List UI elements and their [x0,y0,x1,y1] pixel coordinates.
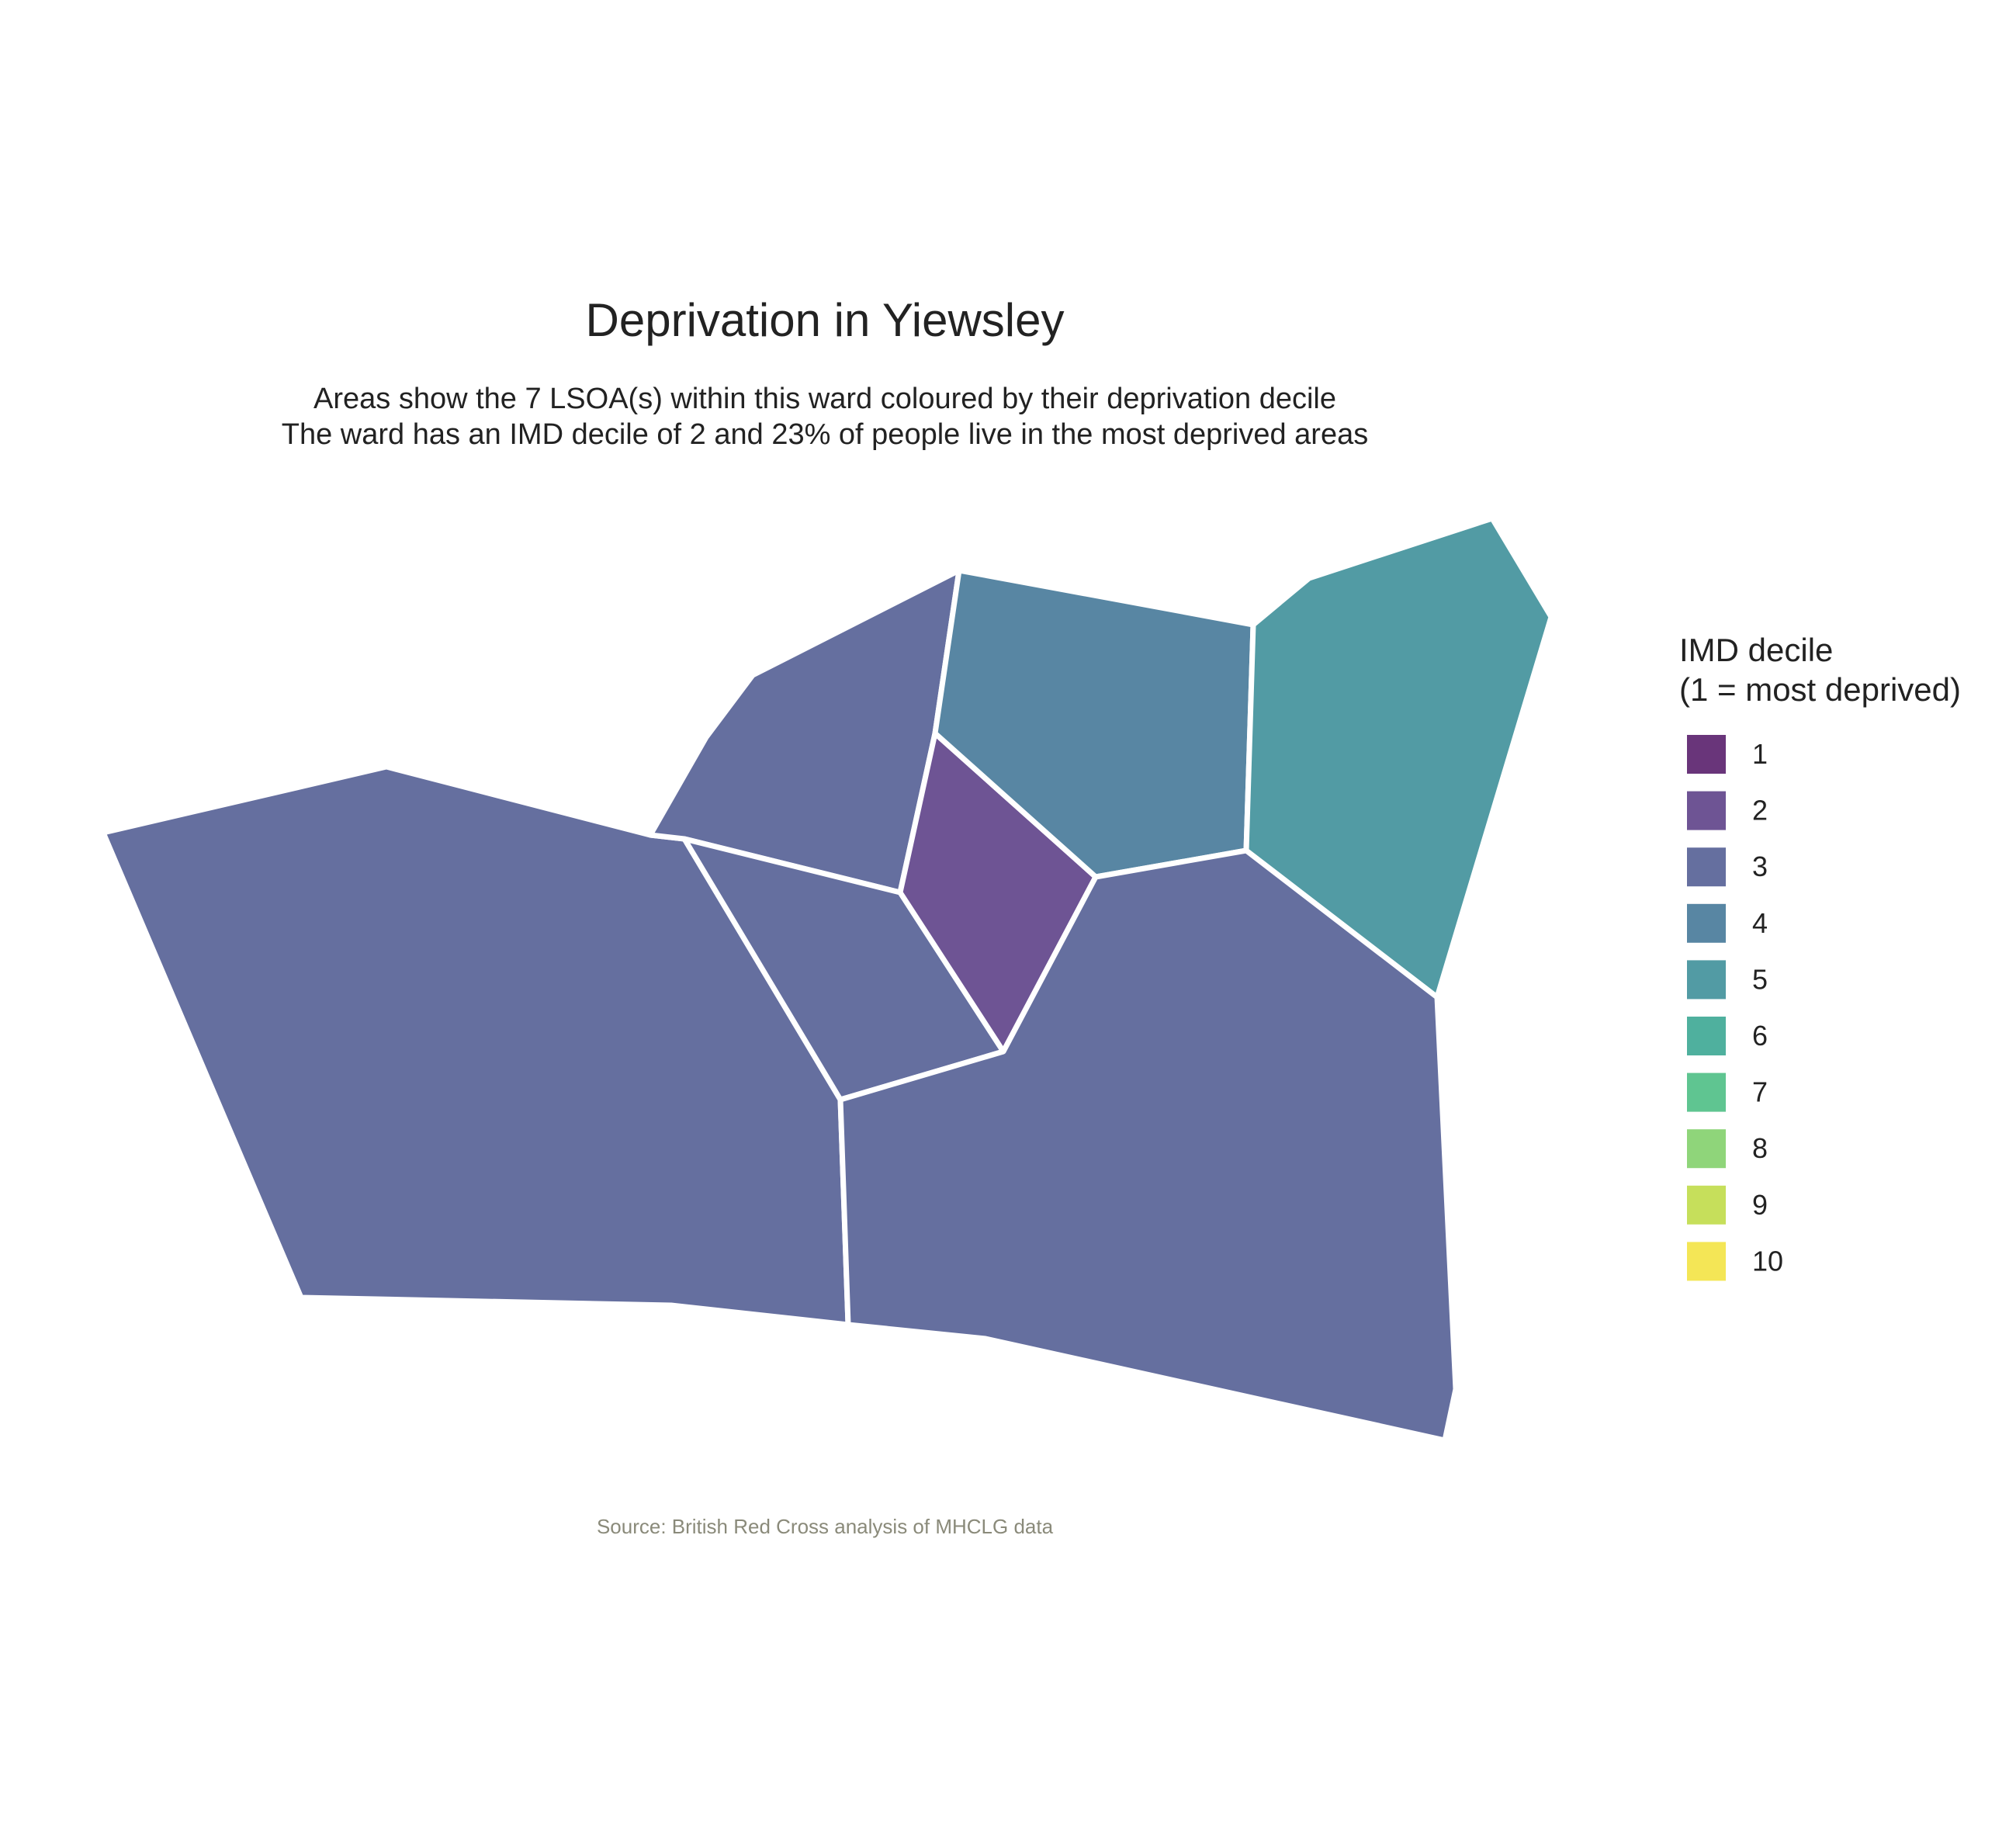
lsoa-area-south-east [837,847,1459,1443]
legend-swatch-4 [1687,903,1726,943]
legend-label-5: 5 [1752,963,1768,995]
legend: IMD decile (1 = most deprived) 1 2 3 4 5 6 7 8 9… [1679,632,1961,1281]
legend-swatch-10 [1687,1242,1726,1281]
legend-swatch-1 [1687,735,1726,774]
legend-label-7: 7 [1752,1076,1768,1108]
legend-swatch-8 [1687,1129,1726,1169]
chart-caption: Source: British Red Cross analysis of MH… [597,1515,1054,1538]
legend-swatch-5 [1687,960,1726,1000]
legend-swatch-7 [1687,1072,1726,1112]
legend-title-line-2: (1 = most deprived) [1679,671,1961,708]
legend-swatch-9 [1687,1185,1726,1225]
legend-label-10: 10 [1752,1245,1783,1277]
legend-swatch-3 [1687,847,1726,887]
legend-label-2: 2 [1752,795,1768,826]
legend-swatch-2 [1687,791,1726,830]
legend-label-3: 3 [1752,851,1768,882]
legend-swatch-6 [1687,1017,1726,1055]
legend-title-line-1: IMD decile [1679,632,1833,668]
legend-label-6: 6 [1752,1020,1768,1052]
legend-label-9: 9 [1752,1189,1768,1221]
legend-label-8: 8 [1752,1132,1768,1164]
legend-label-1: 1 [1752,738,1768,770]
chart-subtitle-line-1: Areas show the 7 LSOA(s) within this war… [313,383,1336,415]
legend-items: 1 2 3 4 5 6 7 8 9 10 [1687,735,1783,1281]
chart-title: Deprivation in Yiewsley [586,294,1065,346]
map-areas [100,515,1554,1443]
chart-subtitle-line-2: The ward has an IMD decile of 2 and 23% … [282,418,1368,451]
legend-label-4: 4 [1752,907,1768,939]
